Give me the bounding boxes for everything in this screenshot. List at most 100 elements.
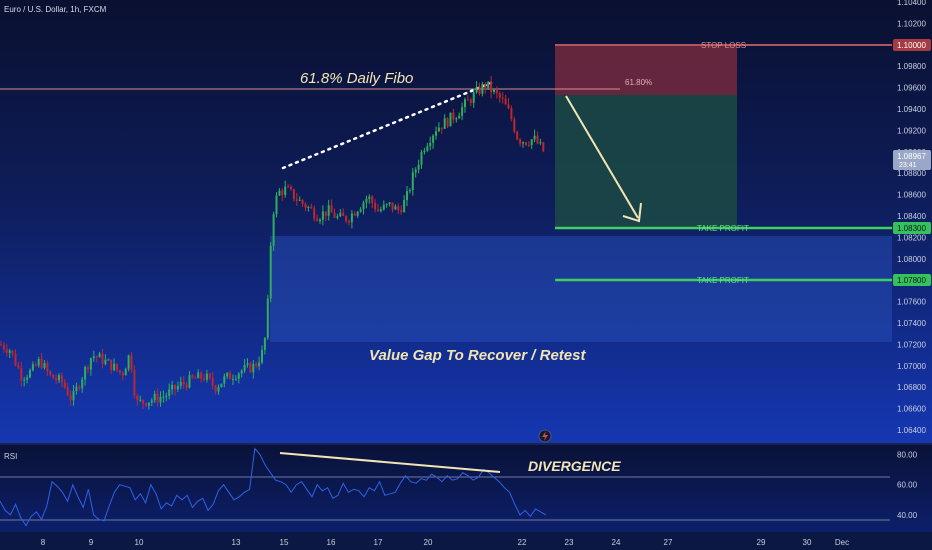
candle-body [330, 205, 333, 213]
candle-body [8, 350, 11, 353]
candle-body [237, 373, 240, 379]
candle-body [530, 139, 533, 146]
candle-body [310, 206, 313, 209]
candle-body [504, 98, 507, 105]
candle-body [472, 92, 475, 103]
candle-body [205, 373, 208, 380]
candle-body [252, 363, 255, 373]
divergence-line[interactable] [279, 452, 501, 473]
candle-body [81, 379, 84, 389]
candle-body [118, 370, 121, 373]
date-axis-background [0, 532, 932, 550]
price-tick-label: 1.08600 [897, 191, 926, 200]
candle-body [501, 97, 504, 99]
price-tick-label: 1.06400 [897, 426, 926, 435]
candle-body [0, 344, 2, 346]
candle-body [403, 200, 406, 213]
candle-body [307, 206, 310, 208]
candle-body [449, 112, 452, 127]
candle-body [29, 370, 31, 378]
candle-body [342, 212, 345, 217]
candle-body [287, 186, 290, 188]
lightning-icon[interactable] [538, 429, 552, 443]
candle-body [461, 107, 464, 116]
candle-body [217, 387, 220, 392]
candle-body [162, 396, 165, 398]
candle-body [313, 208, 316, 219]
price-tick-label: 1.09800 [897, 62, 926, 71]
trend-dotted-line[interactable] [281, 81, 493, 170]
price-tick-label: 1.06800 [897, 383, 926, 392]
candle-body [194, 377, 197, 379]
candle-body [371, 196, 374, 203]
candle-body [243, 364, 246, 371]
candle-body [17, 365, 20, 368]
candle-body [84, 367, 87, 380]
candle-body [168, 389, 171, 396]
candle-body [365, 198, 368, 203]
candle-body [116, 363, 118, 371]
candle-body [495, 89, 498, 94]
candle-body [527, 144, 530, 146]
candle-body [339, 212, 342, 217]
candle-body [203, 378, 205, 380]
candle-body [452, 112, 455, 120]
candle-body [37, 358, 40, 366]
direction-arrow[interactable] [565, 95, 642, 223]
candle-body [223, 376, 226, 384]
candle-body [533, 135, 536, 140]
candle-body [359, 209, 362, 212]
candle-body [513, 119, 516, 132]
candle-body [127, 355, 130, 369]
candle-body [78, 386, 81, 389]
take-profit-1-label: TAKE PROFIT [697, 224, 749, 233]
date-axis: 8 9 10 13 15 16 17 20 22 23 24 27 29 30 Dec [41, 538, 849, 547]
date-tick-label: 17 [374, 538, 383, 547]
candle-body [478, 86, 481, 94]
candle-body [176, 385, 179, 390]
candle-body [295, 199, 298, 201]
candle-body [208, 373, 211, 378]
candle-body [281, 190, 284, 195]
rsi-line[interactable] [0, 447, 547, 527]
price-tick-label: 1.10200 [897, 19, 926, 28]
date-tick-label: 30 [803, 538, 812, 547]
candle-body [426, 146, 429, 151]
candle-body [437, 127, 440, 132]
price-tick-label: 1.09600 [897, 84, 926, 93]
stop-loss-price-tag: 1.10000 [893, 39, 931, 51]
candle-body [536, 135, 539, 144]
candle-body [63, 381, 66, 388]
candle-body [156, 393, 159, 403]
candle-body [298, 199, 301, 201]
candle-body [266, 298, 269, 338]
candle-body [60, 375, 63, 382]
candle-body [174, 384, 176, 390]
tp1-price-tag: 1.08300 [893, 222, 931, 234]
date-tick-label: 10 [135, 538, 144, 547]
candle-body [275, 195, 278, 215]
candle-body [377, 209, 379, 212]
candlestick-series[interactable] [0, 76, 545, 410]
candle-body [278, 190, 281, 196]
date-tick-label: 29 [757, 538, 766, 547]
candle-body [104, 359, 107, 364]
candle-body [255, 363, 258, 367]
candle-body [179, 381, 182, 386]
fibo-small-label: 61.80% [625, 78, 652, 87]
candle-body [153, 393, 156, 401]
countdown-value: 23:41 [899, 162, 917, 169]
rsi-tick-label: 80.00 [897, 451, 918, 460]
candle-body [336, 216, 339, 218]
candle-body [382, 204, 385, 210]
candle-body [159, 397, 162, 403]
candle-body [417, 164, 420, 170]
candle-body [133, 370, 136, 396]
date-tick-label: 23 [565, 538, 574, 547]
candle-body [5, 349, 8, 353]
candle-body [429, 142, 432, 147]
price-tick-label: 1.08800 [897, 169, 926, 178]
candle-body [171, 384, 174, 390]
candle-body [432, 135, 435, 143]
